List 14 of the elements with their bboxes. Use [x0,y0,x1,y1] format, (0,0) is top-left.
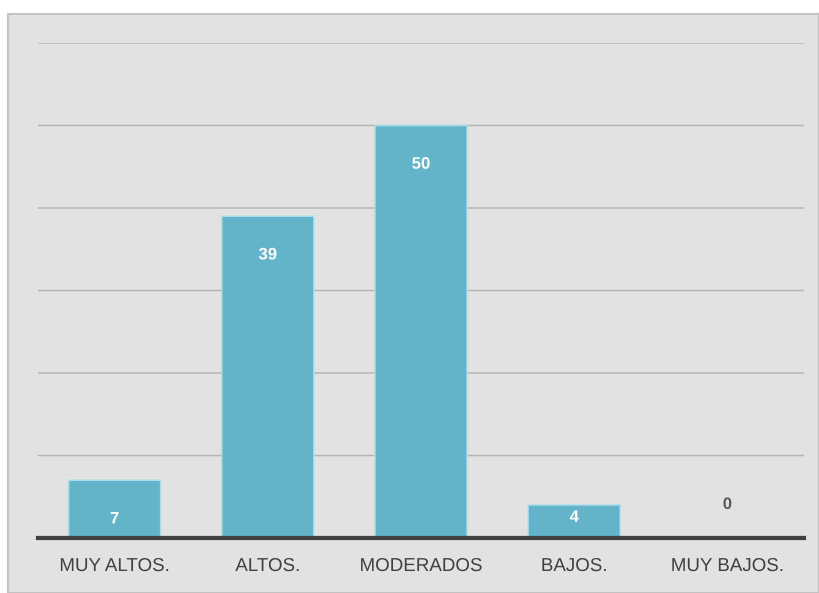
x-tick-label: MODERADOS [361,558,482,572]
bar [221,216,314,538]
data-label: 0 [723,497,732,510]
x-tick-label: MUY BAJOS. [672,558,782,572]
bar [68,480,162,538]
x-tick-label: BAJOS. [542,558,606,572]
data-label: 4 [570,510,579,522]
data-label: 7 [110,512,118,524]
data-label: 50 [412,157,430,169]
x-tick-label: ALTOS. [235,558,299,572]
x-tick-label: MUY ALTOS. [60,558,168,572]
bar [374,124,468,538]
bar [528,504,621,538]
data-label: 39 [258,248,276,260]
